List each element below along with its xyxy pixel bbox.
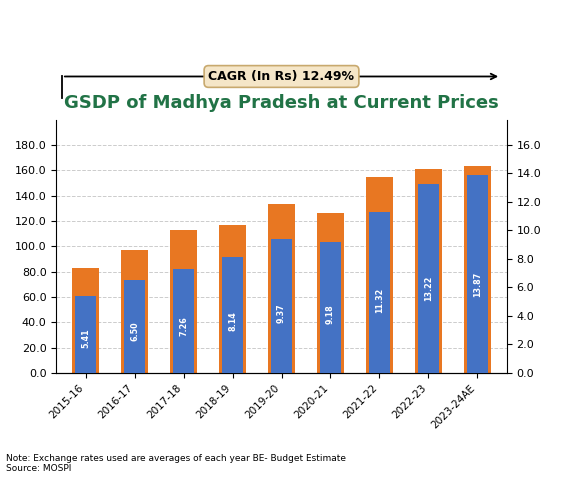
Bar [173,270,194,373]
Text: 96.86: 96.86 [130,305,139,330]
Text: 5.41: 5.41 [81,328,90,348]
Bar [121,250,148,373]
Title: GSDP of Madhya Pradesh at Current Prices: GSDP of Madhya Pradesh at Current Prices [64,94,499,112]
Bar [222,257,243,373]
Bar [467,175,488,373]
Text: 116.44: 116.44 [228,291,237,322]
Text: Note: Exchange rates used are averages of each year BE- Budget Estimate
Source: : Note: Exchange rates used are averages o… [6,454,346,473]
Text: 9.18: 9.18 [326,304,335,324]
Bar [418,185,439,373]
Text: 132.98: 132.98 [277,282,286,313]
Text: 112.70: 112.70 [179,293,188,324]
Bar [320,242,341,373]
Text: 82.66: 82.66 [81,313,90,338]
Bar [415,169,442,373]
Text: 11.32: 11.32 [375,288,384,313]
Text: 6.50: 6.50 [130,321,139,341]
Bar [124,280,145,373]
Text: 7.26: 7.26 [179,316,188,336]
Text: 13.22: 13.22 [424,275,433,301]
Text: 9.37: 9.37 [277,303,286,323]
Bar [170,230,197,373]
Text: 126.40: 126.40 [326,285,335,316]
Bar [271,239,292,373]
Bar [268,205,295,373]
Text: CAGR (In Rs) 12.49%: CAGR (In Rs) 12.49% [208,70,355,83]
Text: 8.14: 8.14 [228,311,237,330]
Bar [366,177,393,373]
Bar [317,213,344,373]
Bar [464,166,491,373]
Bar [219,225,246,373]
Text: 163.31: 163.31 [473,264,482,295]
Bar [72,268,99,373]
Text: 13.87: 13.87 [473,272,482,296]
Text: 154.58: 154.58 [375,269,384,300]
Bar [369,212,390,373]
Text: 160.90: 160.90 [424,266,433,296]
Legend: US$ billion, Rs trillion: US$ billion, Rs trillion [179,475,384,478]
Bar [75,296,96,373]
